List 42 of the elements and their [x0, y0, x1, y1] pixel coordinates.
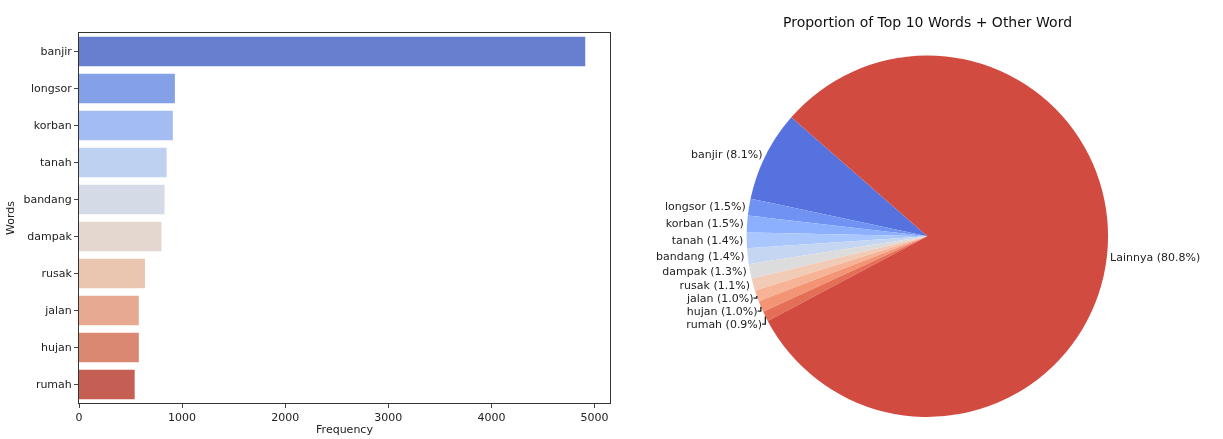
pie-slice: [751, 236, 928, 291]
slice-label: jalan (1.0%): [685, 291, 754, 305]
y-tick-label: tanah: [40, 156, 72, 170]
y-tick-label: rumah: [35, 378, 72, 392]
slice-label: hujan (1.0%): [686, 304, 758, 318]
pie-slice: [767, 55, 1109, 417]
chart-title: Proportion of Top 10 Words + Other Word: [782, 14, 1073, 31]
slice-label: rusak (1.1%): [679, 278, 750, 292]
slice-label: banjir (8.1%): [691, 147, 763, 161]
slice-label: dampak (1.3%): [662, 265, 747, 279]
x-tick-label: 3000: [374, 411, 403, 425]
slice-label: bandang (1.4%): [656, 249, 745, 263]
bar: [79, 73, 175, 104]
bar: [79, 295, 139, 326]
x-tick-label: 4000: [477, 411, 506, 425]
slice-label: tanah (1.4%): [671, 233, 744, 247]
slice-label: Lainnya (80.8%): [1110, 250, 1201, 264]
x-tick-label: 5000: [580, 411, 609, 425]
y-tick-label: hujan: [41, 341, 72, 355]
y-tick-label: rusak: [41, 267, 73, 281]
x-tick-label: 1000: [168, 411, 197, 425]
bar: [79, 36, 586, 67]
x-tick-label: 2000: [271, 411, 300, 425]
slice-label: korban (1.5%): [665, 217, 744, 231]
y-tick-label: korban: [33, 119, 72, 133]
bar: [79, 184, 165, 215]
x-axis-title: Frequency: [316, 423, 374, 437]
y-axis-title: Words: [4, 200, 18, 236]
bar: [79, 258, 145, 289]
y-tick-label: jalan: [44, 304, 72, 318]
bar: [79, 110, 173, 141]
bar: [79, 369, 135, 400]
x-tick-label: 0: [75, 411, 83, 425]
y-tick-label: bandang: [23, 193, 72, 207]
y-tick-label: longsor: [31, 82, 73, 96]
bar: [79, 221, 162, 252]
bar: [79, 147, 167, 178]
slice-label: rumah (0.9%): [686, 317, 763, 331]
y-tick-label: dampak: [27, 230, 73, 244]
slice-label: longsor (1.5%): [664, 200, 746, 214]
y-tick-label: banjir: [40, 45, 73, 59]
bar: [79, 332, 139, 363]
